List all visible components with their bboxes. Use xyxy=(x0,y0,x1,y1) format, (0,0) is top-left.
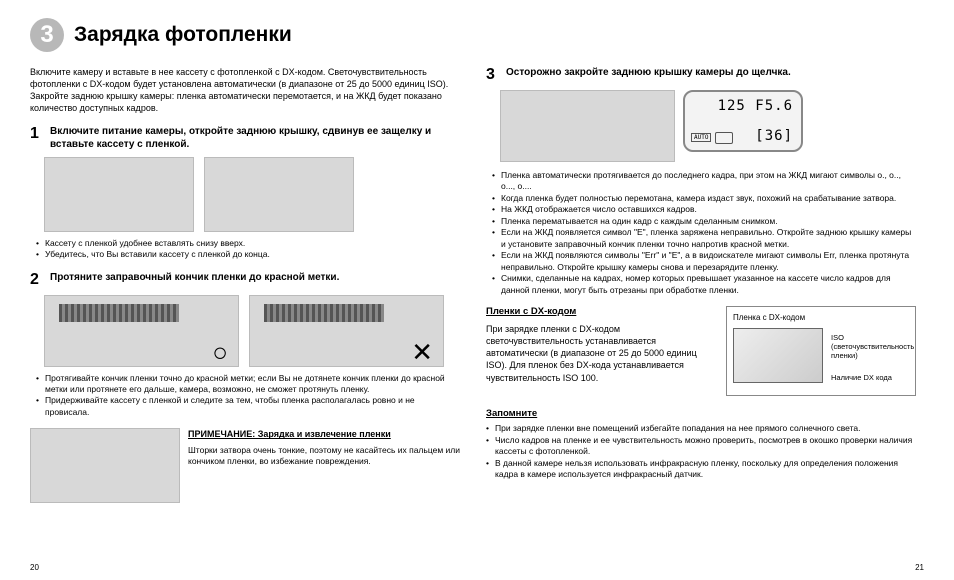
bullet-item: Если на ЖКД появляется символ "E", пленк… xyxy=(492,227,916,250)
camera-lcd: 125 F5.6 AUTO [36] xyxy=(683,90,803,152)
manual-spread: 3 Зарядка фотопленки Включите камеру и в… xyxy=(0,0,954,580)
check-icon: ○ xyxy=(212,337,228,368)
title-row: 3 Зарядка фотопленки xyxy=(30,18,924,52)
bullet-item: Придерживайте кассету с пленкой и следит… xyxy=(36,395,460,418)
dx-heading: Пленки с DX-кодом xyxy=(486,306,716,319)
step-3-heading: Осторожно закройте заднюю крышку камеры … xyxy=(506,66,791,84)
cross-icon: ✕ xyxy=(411,337,433,368)
dx-code-section: Пленки с DX-кодом При зарядке пленки с D… xyxy=(486,306,916,396)
bullet-item: Протягивайте кончик пленки точно до крас… xyxy=(36,373,460,396)
bullet-item: При зарядке пленки вне помещений избегай… xyxy=(486,423,916,434)
step-2-bullets: Протягивайте кончик пленки точно до крас… xyxy=(36,373,460,419)
bullet-item: Пленка перематывается на один кадр с каж… xyxy=(492,216,916,227)
bullet-item: Когда пленка будет полностью перемотана,… xyxy=(492,193,916,204)
step-1-heading: Включите питание камеры, откройте заднюю… xyxy=(50,125,460,151)
step-3-images: 125 F5.6 AUTO [36] xyxy=(500,90,916,162)
filmstrip-icon xyxy=(264,304,384,322)
illustration-insert-cassette xyxy=(204,157,354,232)
remember-section: Запомните При зарядке пленки вне помещен… xyxy=(486,408,916,480)
filmstrip-icon xyxy=(59,304,179,322)
chapter-badge: 3 xyxy=(30,18,64,52)
note-body: Шторки затвора очень тонкие, поэтому не … xyxy=(188,445,460,468)
two-column-layout: Включите камеру и вставьте в нее кассету… xyxy=(30,66,924,503)
bullet-item: В данной камере нельзя использовать инфр… xyxy=(486,458,916,481)
step-2-images: ○ ✕ xyxy=(44,295,460,367)
right-column: 3 Осторожно закройте заднюю крышку камер… xyxy=(486,66,916,503)
step-3: 3 Осторожно закройте заднюю крышку камер… xyxy=(486,66,916,84)
step-3-bullets: Пленка автоматически протягивается до по… xyxy=(492,170,916,296)
step-2: 2 Протяните заправочный кончик пленки до… xyxy=(30,271,460,289)
page-number-left: 20 xyxy=(30,563,39,572)
note-text: ПРИМЕЧАНИЕ: Зарядка и извлечение пленки … xyxy=(188,428,460,503)
note-block: ПРИМЕЧАНИЕ: Зарядка и извлечение пленки … xyxy=(30,428,460,503)
lcd-top-readout: 125 F5.6 xyxy=(718,98,793,114)
bullet-item: Убедитесь, что Вы вставили кассету с пле… xyxy=(36,249,460,260)
page-title: Зарядка фотопленки xyxy=(74,23,292,47)
bullet-item: Если на ЖКД появляются символы "Err" и "… xyxy=(492,250,916,273)
step-2-heading: Протяните заправочный кончик пленки до к… xyxy=(50,271,339,289)
step-1-images xyxy=(44,157,460,232)
illustration-open-back xyxy=(44,157,194,232)
dx-code-callout: Наличие DX кода xyxy=(831,373,909,382)
step-3-number: 3 xyxy=(486,66,500,84)
left-column: Включите камеру и вставьте в нее кассету… xyxy=(30,66,460,503)
step-1-bullets: Кассету с пленкой удобнее вставлять сниз… xyxy=(36,238,460,261)
illustration-close-back xyxy=(500,90,675,162)
film-box-icon xyxy=(733,328,823,383)
remember-bullets: При зарядке пленки вне помещений избегай… xyxy=(486,423,916,480)
illustration-film-incorrect: ✕ xyxy=(249,295,444,367)
dx-figure: Пленка с DX-кодом ISO (светочувствительн… xyxy=(726,306,916,396)
note-heading: ПРИМЕЧАНИЕ: Зарядка и извлечение пленки xyxy=(188,428,460,440)
film-cartridge-icon xyxy=(715,132,733,144)
bullet-item: Пленка автоматически протягивается до по… xyxy=(492,170,916,193)
dx-body: При зарядке пленки с DX-кодом светочувст… xyxy=(486,323,716,384)
remember-heading: Запомните xyxy=(486,408,916,419)
step-2-number: 2 xyxy=(30,271,44,289)
bullet-item: Снимки, сделанные на кадрах, номер котор… xyxy=(492,273,916,296)
lcd-auto-label: AUTO xyxy=(691,133,711,142)
page-number-right: 21 xyxy=(915,563,924,572)
bullet-item: Число кадров на пленке и ее чувствительн… xyxy=(486,435,916,458)
step-1: 1 Включите питание камеры, откройте задн… xyxy=(30,125,460,151)
intro-paragraph: Включите камеру и вставьте в нее кассету… xyxy=(30,66,460,115)
lcd-frame-counter: [36] xyxy=(755,128,793,144)
bullet-item: На ЖКД отображается число оставшихся кад… xyxy=(492,204,916,215)
illustration-shutter-curtain xyxy=(30,428,180,503)
dx-figure-title: Пленка с DX-кодом xyxy=(733,313,909,322)
dx-iso-callout: ISO (светочувствительность пленки) xyxy=(831,333,909,360)
illustration-film-correct: ○ xyxy=(44,295,239,367)
bullet-item: Кассету с пленкой удобнее вставлять сниз… xyxy=(36,238,460,249)
dx-text-block: Пленки с DX-кодом При зарядке пленки с D… xyxy=(486,306,716,396)
step-1-number: 1 xyxy=(30,125,44,151)
